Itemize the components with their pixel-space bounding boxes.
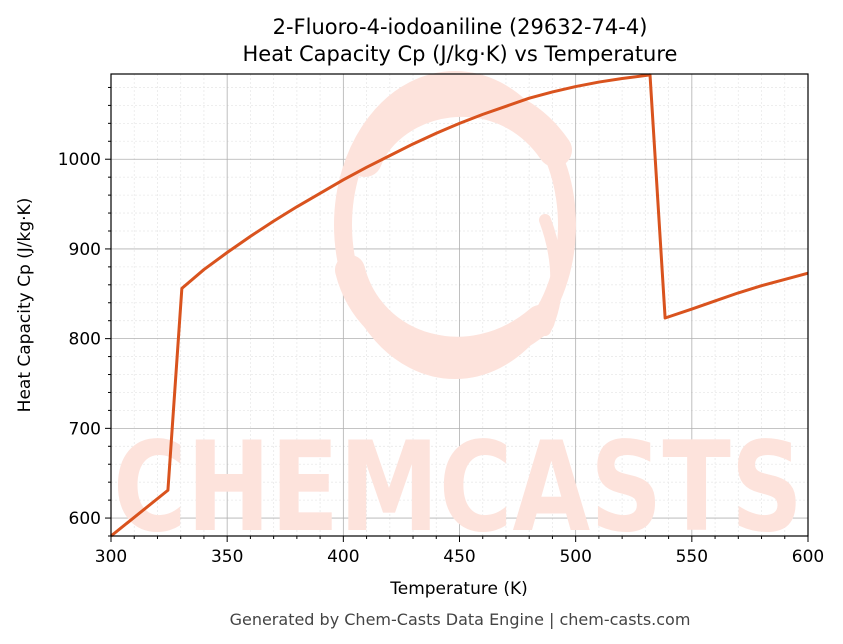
x-tick-label: 550: [676, 547, 708, 567]
watermark-swirl-logo: [334, 71, 576, 379]
y-tick-label: 900: [69, 240, 101, 260]
footer-credit: Generated by Chem-Casts Data Engine | ch…: [230, 610, 691, 629]
chart-subtitle: Heat Capacity Cp (J/kg·K) vs Temperature: [243, 42, 678, 66]
x-axis-label: Temperature (K): [389, 579, 528, 599]
x-axis-ticks: 300 350 400 450 500 550 600: [95, 536, 824, 567]
chart-title: 2-Fluoro-4-iodoaniline (29632-74-4): [273, 15, 648, 39]
x-tick-label: 600: [792, 547, 824, 567]
x-tick-label: 350: [211, 547, 243, 567]
watermark: CHEMCASTS: [113, 71, 803, 560]
series-line: [110, 73, 809, 538]
y-axis-label: Heat Capacity Cp (J/kg·K): [15, 198, 35, 413]
y-tick-label: 800: [69, 330, 101, 350]
x-tick-label: 450: [443, 547, 475, 567]
x-tick-label: 300: [95, 547, 127, 567]
x-tick-label: 400: [327, 547, 359, 567]
x-tick-label: 500: [559, 547, 591, 567]
y-axis-ticks: 600 700 800 900 1000: [58, 86, 111, 537]
y-tick-label: 700: [69, 419, 101, 439]
watermark-text: CHEMCASTS: [113, 416, 803, 560]
y-tick-label: 1000: [58, 150, 101, 170]
y-tick-label: 600: [69, 509, 101, 529]
